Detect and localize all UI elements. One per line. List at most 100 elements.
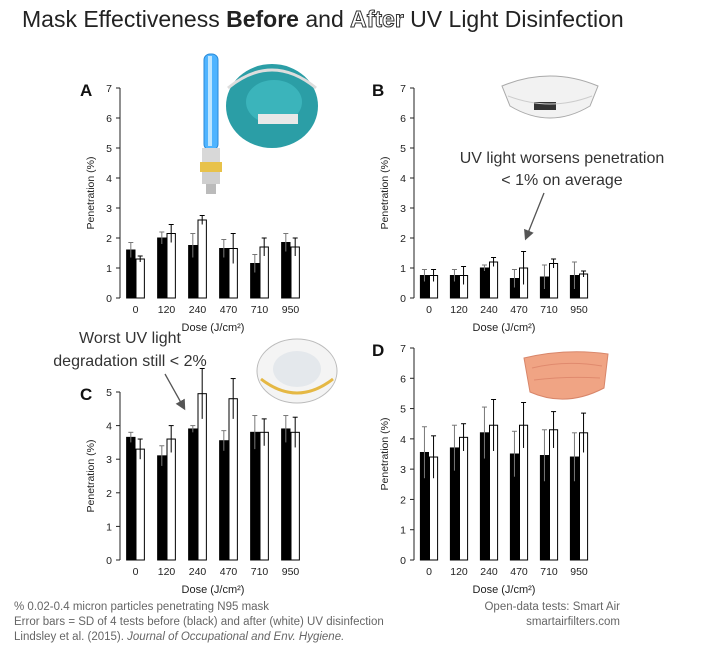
y-tick-label-d: 2 xyxy=(400,494,406,506)
credit-line-1: Open-data tests: Smart Air xyxy=(484,601,620,613)
x-tick-label-b: 120 xyxy=(450,304,468,316)
y-tick-label-c: 4 xyxy=(106,421,112,433)
y-tick-label-b: 5 xyxy=(400,143,406,155)
bar-after-c xyxy=(166,438,176,561)
uv-lamp-image xyxy=(200,53,222,194)
title-and: and xyxy=(298,6,351,32)
annotation-layer: UV light worsens penetration < 1% on ave… xyxy=(53,150,664,411)
x-tick-label-c: 470 xyxy=(220,566,238,578)
x-tick-label-a: 950 xyxy=(282,304,300,316)
x-tick-label-a: 0 xyxy=(133,304,139,316)
x-tick-label-d: 470 xyxy=(510,566,528,578)
y-tick-label-a: 0 xyxy=(106,293,112,305)
footer-line-2: Error bars = SD of 4 tests before (black… xyxy=(14,616,384,628)
cloth-mask-image xyxy=(523,351,609,400)
y-tick-label-a: 1 xyxy=(106,263,112,275)
panel-label-c: C xyxy=(80,385,92,404)
y-tick-label-a: 6 xyxy=(106,113,112,125)
bar-after-c xyxy=(228,398,238,561)
y-tick-label-c: 1 xyxy=(106,521,112,533)
y-tick-label-b: 6 xyxy=(400,113,406,125)
x-axis-label-a: Dose (J/cm²) xyxy=(182,322,245,334)
bar-before-b xyxy=(479,267,489,299)
bar-after-b xyxy=(489,261,499,299)
x-tick-label-a: 120 xyxy=(158,304,176,316)
y-tick-label-c: 2 xyxy=(106,488,112,500)
y-tick-label-c: 3 xyxy=(106,454,112,466)
x-tick-label-c: 0 xyxy=(133,566,139,578)
annotation-c-line2: degradation still < 2% xyxy=(53,353,206,370)
panel-label-d: D xyxy=(372,341,384,360)
title-before: Before xyxy=(226,6,299,32)
x-tick-label-c: 120 xyxy=(158,566,176,578)
y-tick-label-b: 7 xyxy=(400,83,406,95)
y-axis-label-a: Penetration (%) xyxy=(85,157,97,230)
x-tick-label-b: 950 xyxy=(570,304,588,316)
bar-after-d xyxy=(549,429,559,561)
bar-before-c xyxy=(157,455,167,561)
y-tick-label-c: 5 xyxy=(106,387,112,399)
y-tick-label-b: 4 xyxy=(400,173,406,185)
title-suffix: UV Light Disinfection xyxy=(403,6,624,32)
y-tick-label-d: 1 xyxy=(400,525,406,537)
bar-before-a xyxy=(157,237,167,299)
y-tick-label-b: 3 xyxy=(400,203,406,215)
y-axis-label-c: Penetration (%) xyxy=(85,440,97,513)
bar-after-a xyxy=(166,233,176,299)
citation-journal: Journal of Occupational and Env. Hygiene… xyxy=(127,631,345,643)
y-tick-label-b: 1 xyxy=(400,263,406,275)
bar-after-c xyxy=(259,431,269,561)
y-axis-label-b: Penetration (%) xyxy=(379,157,391,230)
x-tick-label-d: 0 xyxy=(426,566,432,578)
bar-before-c xyxy=(188,428,198,561)
bar-after-a xyxy=(197,219,207,299)
footer-credits: Open-data tests: Smart Air smartairfilte… xyxy=(484,600,620,630)
chart-panel-d: D 0 1 2 3 4 5 6 7 Penetration (%) 0 120 240 470 710 950… xyxy=(372,341,589,596)
y-tick-label-a: 4 xyxy=(106,173,112,185)
x-tick-label-d: 950 xyxy=(570,566,588,578)
y-tick-label-d: 6 xyxy=(400,373,406,385)
chart-panel-c: C 0 1 2 3 4 5 Penetration (%) 0 120 240 470 710 950 Do… xyxy=(80,367,300,596)
x-tick-label-b: 240 xyxy=(480,304,498,316)
credit-line-2: smartairfilters.com xyxy=(526,616,620,628)
x-tick-label-c: 950 xyxy=(282,566,300,578)
y-tick-label-a: 3 xyxy=(106,203,112,215)
y-axis-label-d: Penetration (%) xyxy=(379,418,391,491)
y-tick-label-c: 0 xyxy=(106,555,112,567)
x-tick-label-c: 710 xyxy=(251,566,269,578)
citation-authors: Lindsley et al. (2015). xyxy=(14,631,128,643)
x-axis-label-b: Dose (J/cm²) xyxy=(473,322,536,334)
x-tick-label-b: 470 xyxy=(510,304,528,316)
bar-after-c xyxy=(135,448,145,561)
y-tick-label-b: 2 xyxy=(400,233,406,245)
chart-panel-a: A 0 1 2 3 4 5 6 7 Penetration (%) 0 120 240 470 710 950… xyxy=(80,81,300,334)
annotation-c-arrow xyxy=(164,373,186,411)
panel-label-b: B xyxy=(372,81,384,100)
annotation-b-line2: < 1% on average xyxy=(501,172,623,189)
bar-after-d xyxy=(459,436,469,561)
annotation-b-arrow xyxy=(524,192,545,241)
y-tick-label-d: 0 xyxy=(400,555,406,567)
annotation-c-line1: Worst UV light xyxy=(79,330,182,347)
y-tick-label-d: 7 xyxy=(400,343,406,355)
x-tick-label-d: 710 xyxy=(540,566,558,578)
y-tick-label-d: 4 xyxy=(400,434,406,446)
bar-before-c xyxy=(126,436,136,561)
y-tick-label-d: 3 xyxy=(400,464,406,476)
bar-after-a xyxy=(135,258,145,299)
panel-label-a: A xyxy=(80,81,92,100)
footer-line-3: Lindsley et al. (2015). Journal of Occup… xyxy=(14,630,384,645)
title-prefix: Mask Effectiveness xyxy=(22,6,227,32)
x-tick-label-b: 0 xyxy=(426,304,432,316)
chart-panel-b: B 0 1 2 3 4 5 6 7 Penetration (%) 0 120 240 470 710 950… xyxy=(372,81,589,334)
bar-before-c xyxy=(281,428,291,561)
x-axis-label-c: Dose (J/cm²) xyxy=(182,584,245,596)
y-tick-label-d: 5 xyxy=(400,404,406,416)
3m-folding-mask-image xyxy=(501,75,599,119)
bar-after-b xyxy=(549,263,559,299)
footer-notes: % 0.02-0.4 micron particles penetrating … xyxy=(14,600,384,645)
x-tick-label-c: 240 xyxy=(189,566,207,578)
white-n95-mask-image xyxy=(256,338,338,404)
y-tick-label-a: 7 xyxy=(106,83,112,95)
